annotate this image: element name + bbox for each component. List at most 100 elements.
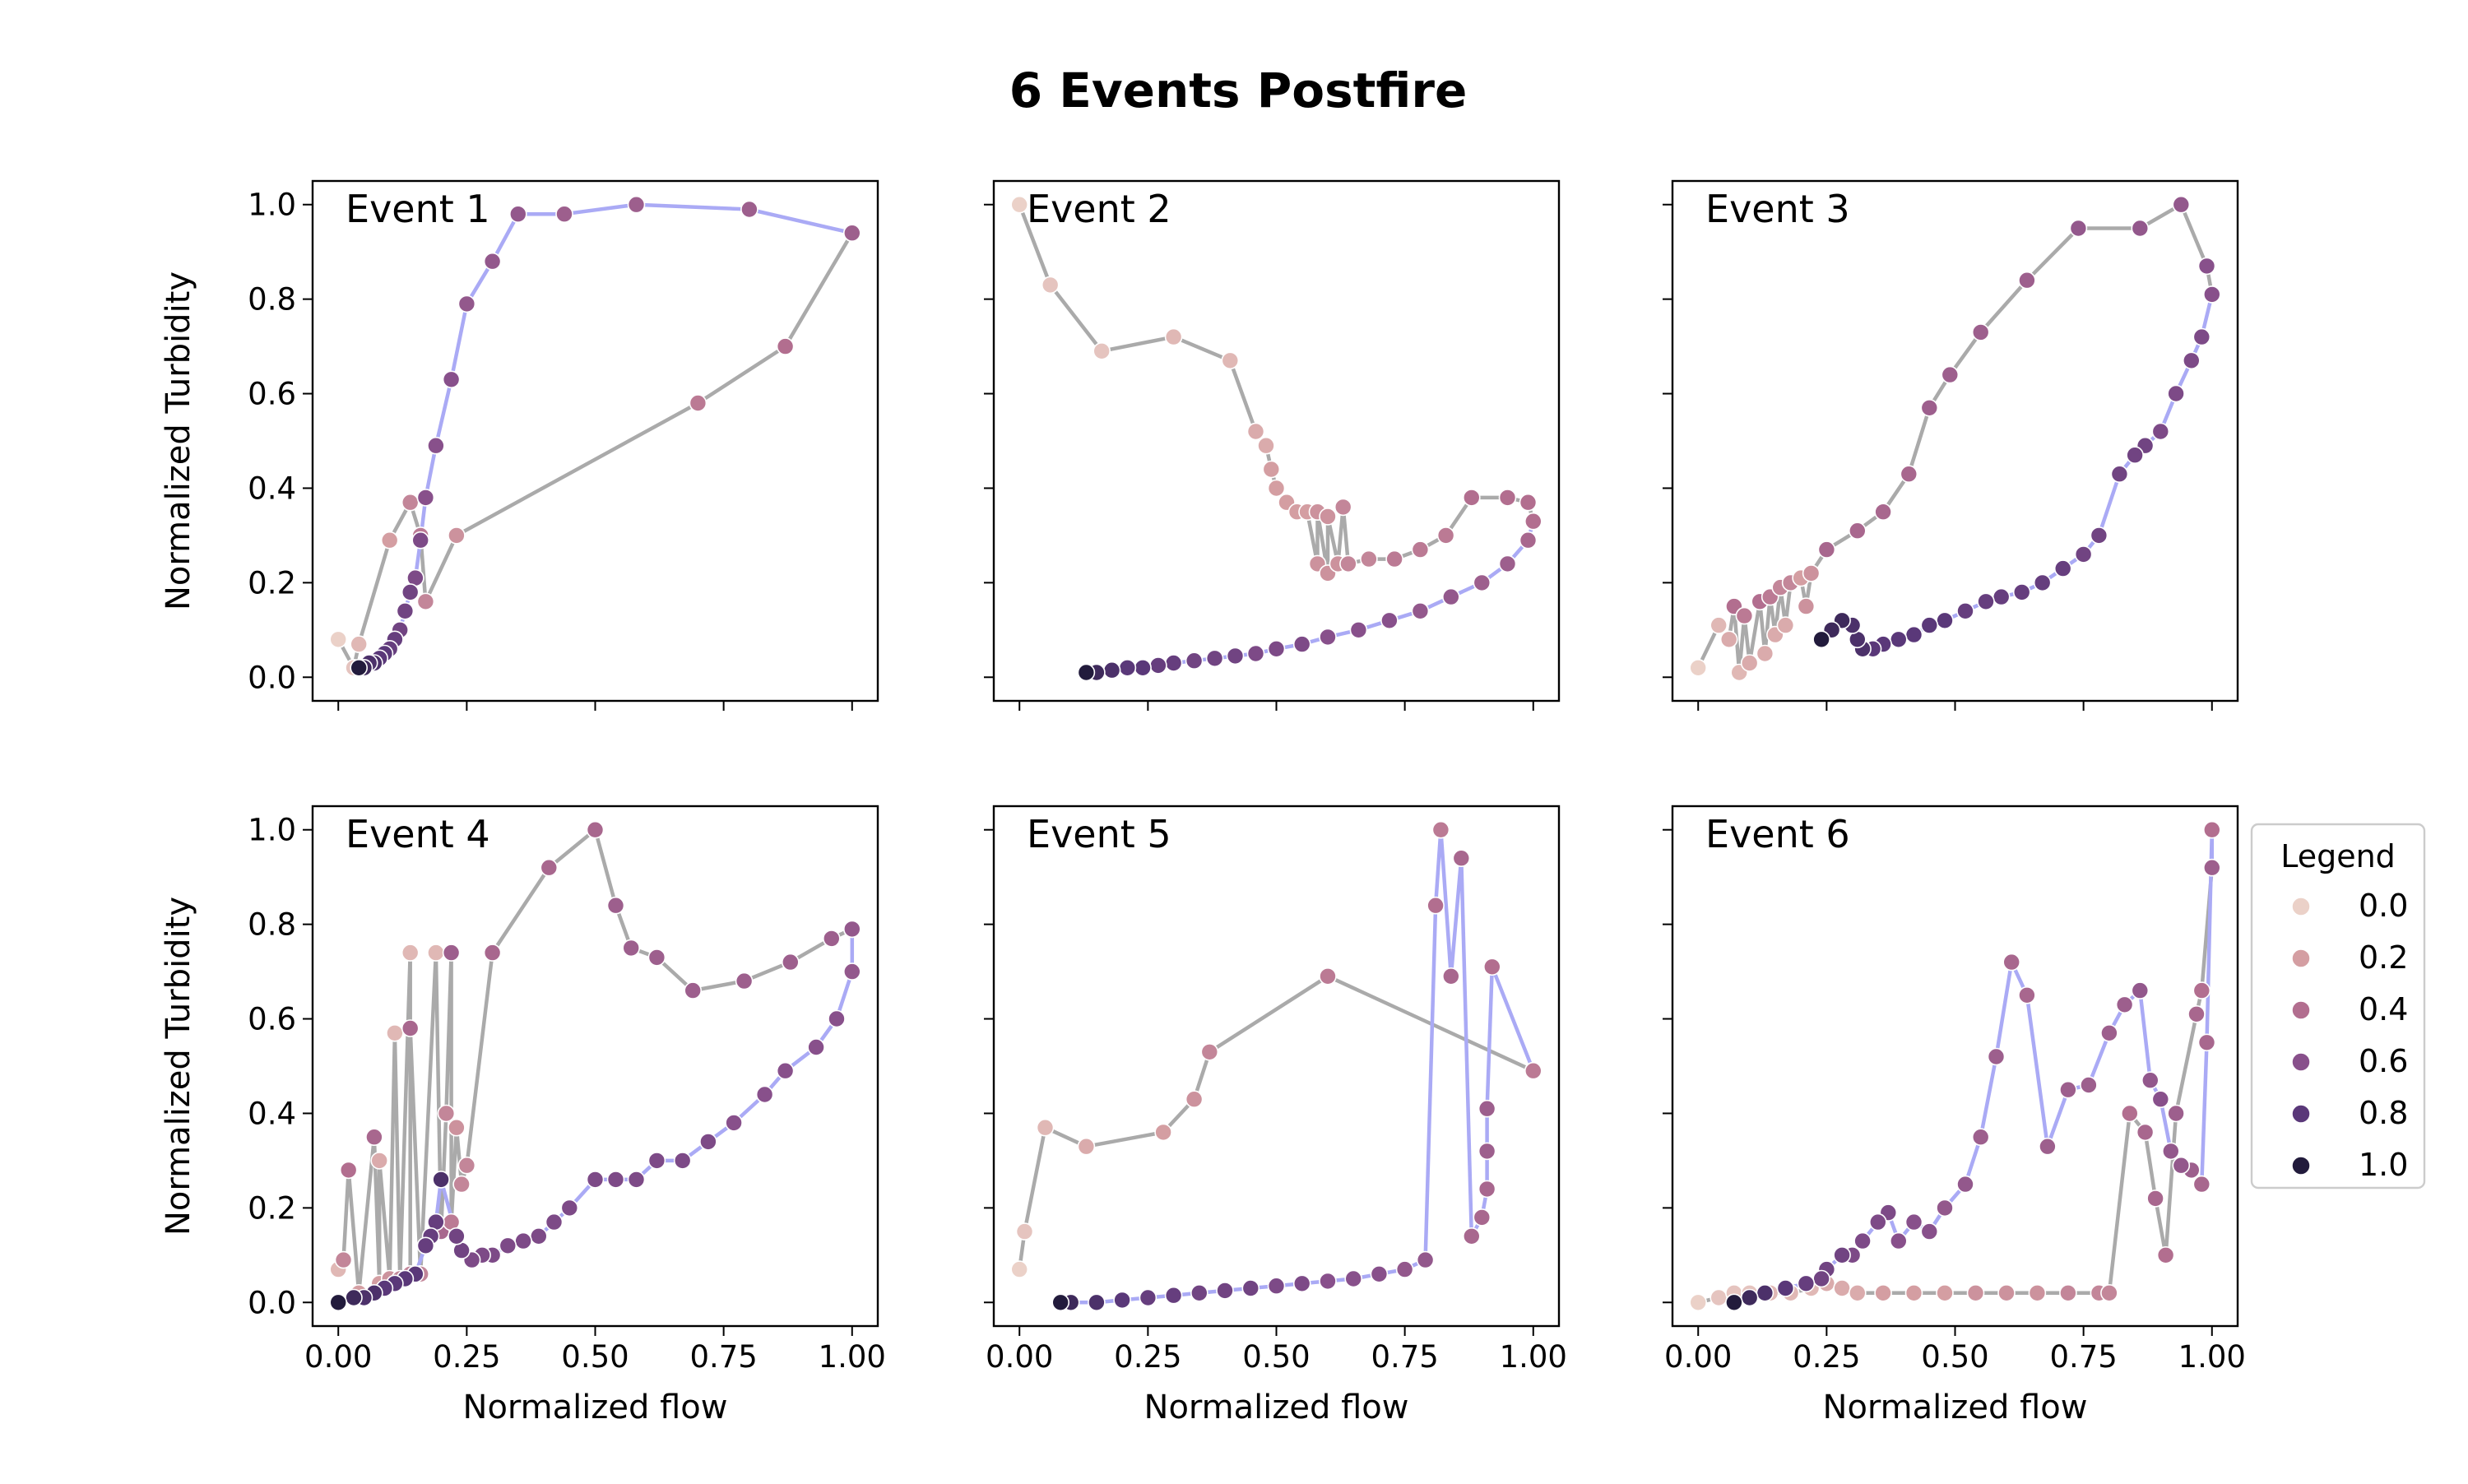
data-point-rising — [2018, 271, 2036, 290]
data-point-falling — [1483, 958, 1501, 976]
data-point-falling — [606, 1171, 625, 1189]
data-point-falling — [1936, 611, 1954, 630]
data-points — [329, 820, 861, 1312]
data-point-falling — [2126, 446, 2144, 465]
data-point-rising — [1339, 554, 1357, 573]
data-point-falling — [1349, 620, 1368, 639]
y-tick-label: 0.8 — [248, 282, 296, 318]
data-point-falling — [1416, 1250, 1435, 1269]
x-tick-label: 0.50 — [561, 1339, 629, 1375]
data-point-falling — [2080, 1076, 2098, 1094]
data-point-falling — [2151, 1090, 2170, 1108]
data-point-rising — [1334, 498, 1352, 517]
data-point-rising — [2121, 1104, 2139, 1123]
data-point-falling — [2074, 545, 2093, 563]
x-tick-label: 0.00 — [986, 1339, 1053, 1375]
data-point-falling — [1427, 896, 1445, 915]
legend-entry-label: 0.2 — [2359, 939, 2408, 976]
data-point-falling — [1890, 1231, 1908, 1250]
data-point-falling — [2141, 1071, 2160, 1089]
data-point-falling — [1478, 1142, 1496, 1161]
data-point-rising — [1797, 597, 1816, 615]
data-point-falling — [1216, 1282, 1234, 1300]
data-point-falling — [1740, 1288, 1759, 1307]
data-point-rising — [684, 981, 703, 999]
x-tick-label: 0.75 — [689, 1339, 757, 1375]
data-point-falling — [647, 1152, 666, 1170]
data-point-falling — [2033, 573, 2052, 592]
legend-entry-label: 0.4 — [2359, 991, 2408, 1027]
data-point-falling — [1134, 658, 1152, 677]
data-point-falling — [627, 1171, 646, 1189]
data-point-falling — [740, 200, 758, 219]
data-point-rising — [427, 944, 445, 962]
data-point-falling — [1812, 1269, 1830, 1288]
data-point-rising — [334, 1250, 353, 1269]
x-tick-label: 0.50 — [1242, 1339, 1310, 1375]
data-point-rising — [1936, 1284, 1954, 1302]
y-tick-label: 0.4 — [248, 471, 296, 506]
data-point-falling — [416, 1236, 435, 1255]
data-point-falling — [1267, 1277, 1286, 1295]
data-point-rising — [1719, 630, 1738, 649]
data-point-rising — [2197, 257, 2216, 276]
data-point-falling — [2053, 559, 2072, 577]
legend-box — [2250, 823, 2426, 1190]
data-point-rising — [2167, 1104, 2185, 1123]
axes-frame — [1671, 805, 2239, 1328]
legend-marker — [2291, 1156, 2311, 1176]
data-point-rising — [822, 930, 841, 948]
data-point-falling — [1395, 1260, 1414, 1278]
subplot-event-3: Event 3 — [1663, 179, 2239, 711]
rising-limb-line — [1018, 203, 1535, 576]
data-point-rising — [1319, 508, 1337, 526]
data-point-rising — [1735, 606, 1754, 625]
data-point-rising — [1849, 1284, 1867, 1302]
data-point-rising — [586, 820, 605, 839]
data-point-rising — [1411, 540, 1430, 559]
data-point-falling — [1977, 592, 1995, 611]
data-point-falling — [673, 1152, 692, 1170]
data-point-rising — [442, 944, 461, 962]
data-point-falling — [2192, 1175, 2211, 1194]
data-point-rising — [1904, 1284, 1923, 1302]
data-point-falling — [1205, 649, 1224, 668]
axes-frame — [311, 805, 879, 1328]
data-point-falling — [1936, 1199, 1954, 1217]
legend-entry-label: 0.8 — [2359, 1095, 2408, 1131]
data-point-rising — [1817, 540, 1836, 559]
data-point-falling — [2203, 858, 2221, 877]
data-point-falling — [1442, 587, 1460, 606]
data-point-falling — [1853, 1231, 1872, 1250]
data-point-falling — [2197, 1033, 2216, 1052]
data-point-falling — [1164, 654, 1183, 672]
data-point-rising — [622, 939, 641, 958]
data-point-falling — [2039, 1137, 2057, 1156]
data-point-rising — [1262, 460, 1281, 479]
data-point-falling — [2183, 351, 2201, 370]
x-axis-label: Normalized flow — [1823, 1389, 2088, 1426]
data-point-falling — [1478, 1180, 1496, 1199]
data-point-falling — [411, 531, 430, 550]
x-tick-label: 0.00 — [1664, 1339, 1732, 1375]
x-tick-label: 0.75 — [1371, 1339, 1438, 1375]
data-point-falling — [427, 436, 445, 455]
plot-area — [1010, 195, 1542, 682]
data-point-falling — [1956, 1175, 1974, 1194]
data-point-falling — [2002, 953, 2020, 972]
y-tick-label: 1.0 — [248, 813, 296, 848]
data-point-falling — [1292, 1274, 1311, 1293]
data-point-rising — [2146, 1190, 2164, 1208]
rising-limb-line — [1697, 867, 2215, 1305]
data-point-falling — [1524, 1061, 1542, 1080]
data-point-rising — [1319, 967, 1337, 985]
legend-marker — [2291, 1104, 2311, 1124]
figure-title: 6 Events Postfire — [1009, 63, 1468, 118]
data-point-falling — [1890, 630, 1908, 649]
subplot-event-2: Event 2 — [984, 179, 1561, 711]
data-point-rising — [437, 1104, 456, 1123]
data-point-falling — [1319, 1272, 1337, 1291]
data-point-rising — [1436, 526, 1455, 545]
data-point-rising — [2172, 195, 2191, 214]
